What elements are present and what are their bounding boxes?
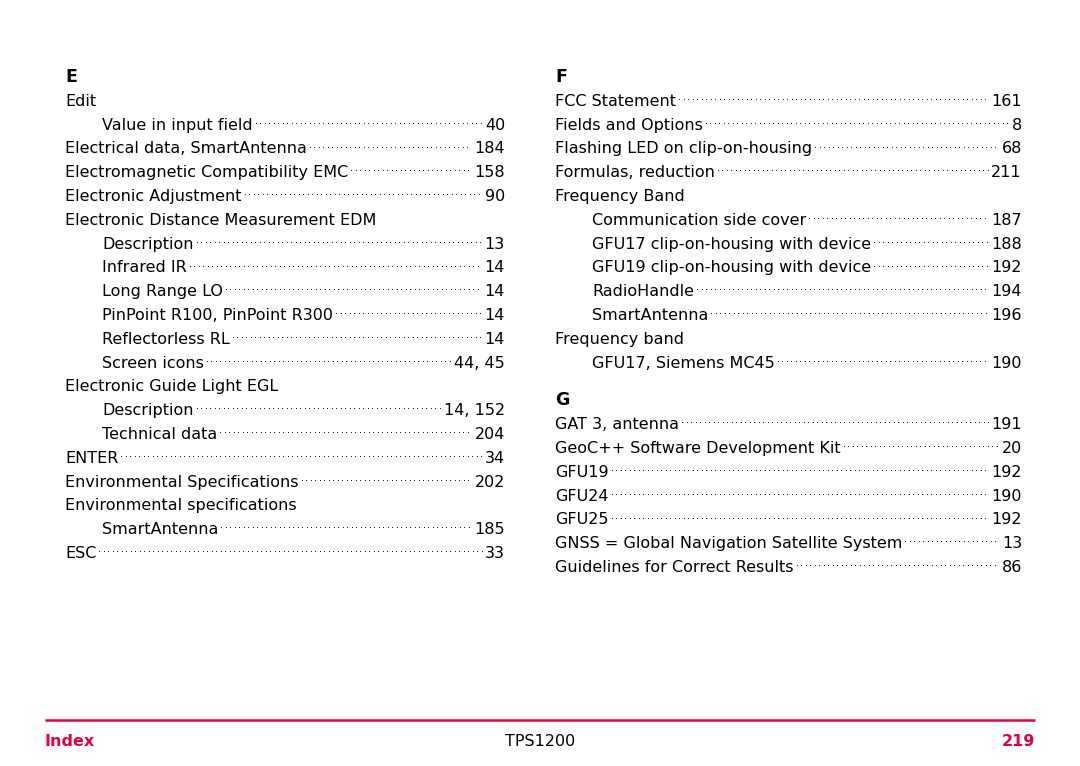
Text: 14: 14	[485, 308, 505, 323]
Text: Electronic Guide Light EGL: Electronic Guide Light EGL	[65, 379, 279, 394]
Text: TPS1200: TPS1200	[504, 734, 576, 749]
Text: 211: 211	[991, 165, 1022, 180]
Text: G: G	[555, 391, 569, 409]
Text: 33: 33	[485, 546, 505, 561]
Text: 13: 13	[1002, 536, 1022, 552]
Text: Frequency Band: Frequency Band	[555, 189, 685, 204]
Text: 14: 14	[485, 284, 505, 300]
Text: Technical data: Technical data	[102, 427, 217, 442]
Text: Electrical data, SmartAntenna: Electrical data, SmartAntenna	[65, 142, 307, 156]
Text: F: F	[555, 68, 567, 86]
Text: 192: 192	[991, 512, 1022, 528]
Text: Index: Index	[45, 734, 95, 749]
Text: 86: 86	[1001, 560, 1022, 575]
Text: 34: 34	[485, 451, 505, 466]
Text: ENTER: ENTER	[65, 451, 119, 466]
Text: 196: 196	[991, 308, 1022, 323]
Text: 194: 194	[991, 284, 1022, 300]
Text: GeoC++ Software Development Kit: GeoC++ Software Development Kit	[555, 441, 840, 456]
Text: 202: 202	[474, 475, 505, 489]
Text: Infrared IR: Infrared IR	[102, 260, 187, 276]
Text: PinPoint R100, PinPoint R300: PinPoint R100, PinPoint R300	[102, 308, 333, 323]
Text: Flashing LED on clip-on-housing: Flashing LED on clip-on-housing	[555, 142, 812, 156]
Text: ESC: ESC	[65, 546, 96, 561]
Text: 187: 187	[991, 213, 1022, 228]
Text: 44, 45: 44, 45	[455, 355, 505, 371]
Text: Formulas, reduction: Formulas, reduction	[555, 165, 715, 180]
Text: Edit: Edit	[65, 93, 96, 109]
Text: GFU17 clip-on-housing with device: GFU17 clip-on-housing with device	[592, 237, 872, 251]
Text: GNSS = Global Navigation Satellite System: GNSS = Global Navigation Satellite Syste…	[555, 536, 903, 552]
Text: 188: 188	[991, 237, 1022, 251]
Text: 20: 20	[1002, 441, 1022, 456]
Text: GFU24: GFU24	[555, 489, 608, 503]
Text: Description: Description	[102, 237, 193, 251]
Text: Screen icons: Screen icons	[102, 355, 204, 371]
Text: GFU17, Siemens MC45: GFU17, Siemens MC45	[592, 355, 774, 371]
Text: 8: 8	[1012, 118, 1022, 133]
Text: 40: 40	[485, 118, 505, 133]
Text: Electromagnetic Compatibility EMC: Electromagnetic Compatibility EMC	[65, 165, 348, 180]
Text: Electronic Adjustment: Electronic Adjustment	[65, 189, 242, 204]
Text: SmartAntenna: SmartAntenna	[102, 522, 218, 537]
Text: 191: 191	[991, 417, 1022, 432]
Text: 14, 152: 14, 152	[444, 403, 505, 418]
Text: 192: 192	[991, 260, 1022, 276]
Text: 161: 161	[991, 93, 1022, 109]
Text: GAT 3, antenna: GAT 3, antenna	[555, 417, 679, 432]
Text: 184: 184	[474, 142, 505, 156]
Text: FCC Statement: FCC Statement	[555, 93, 676, 109]
Text: 185: 185	[474, 522, 505, 537]
Text: Communication side cover: Communication side cover	[592, 213, 807, 228]
Text: 219: 219	[1001, 734, 1035, 749]
Text: Electronic Distance Measurement EDM: Electronic Distance Measurement EDM	[65, 213, 376, 228]
Text: Fields and Options: Fields and Options	[555, 118, 703, 133]
Text: RadioHandle: RadioHandle	[592, 284, 694, 300]
Text: 204: 204	[474, 427, 505, 442]
Text: Long Range LO: Long Range LO	[102, 284, 222, 300]
Text: GFU25: GFU25	[555, 512, 608, 528]
Text: GFU19: GFU19	[555, 465, 609, 480]
Text: 13: 13	[485, 237, 505, 251]
Text: Guidelines for Correct Results: Guidelines for Correct Results	[555, 560, 794, 575]
Text: E: E	[65, 68, 77, 86]
Text: Reflectorless RL: Reflectorless RL	[102, 332, 230, 347]
Text: 68: 68	[1001, 142, 1022, 156]
Text: 14: 14	[485, 332, 505, 347]
Text: Description: Description	[102, 403, 193, 418]
Text: Environmental specifications: Environmental specifications	[65, 499, 297, 513]
Text: 192: 192	[991, 465, 1022, 480]
Text: 158: 158	[474, 165, 505, 180]
Text: 190: 190	[991, 489, 1022, 503]
Text: SmartAntenna: SmartAntenna	[592, 308, 708, 323]
Text: GFU19 clip-on-housing with device: GFU19 clip-on-housing with device	[592, 260, 872, 276]
Text: 190: 190	[991, 355, 1022, 371]
Text: Value in input field: Value in input field	[102, 118, 253, 133]
Text: Environmental Specifications: Environmental Specifications	[65, 475, 298, 489]
Text: 90: 90	[485, 189, 505, 204]
Text: 14: 14	[485, 260, 505, 276]
Text: Frequency band: Frequency band	[555, 332, 684, 347]
